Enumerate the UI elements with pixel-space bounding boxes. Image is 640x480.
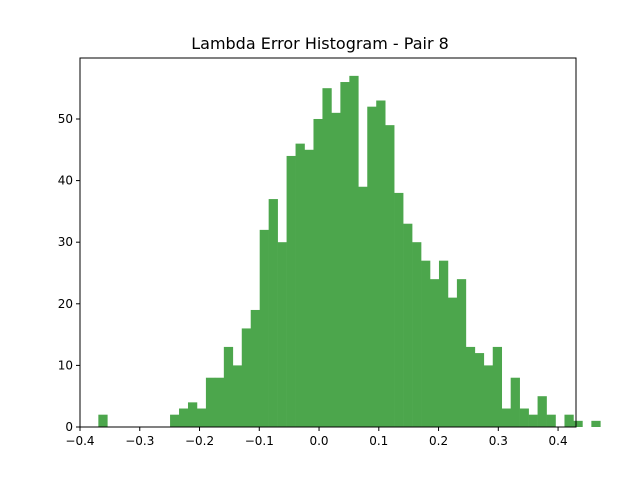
histogram-bar	[98, 414, 108, 427]
x-tick-label: −0.4	[65, 434, 94, 448]
histogram-bar	[438, 260, 449, 427]
histogram-bar	[295, 143, 305, 427]
histogram-bar	[483, 365, 494, 427]
histogram-bar	[528, 414, 538, 427]
histogram-bar	[421, 260, 431, 427]
histogram-bar	[170, 414, 180, 427]
histogram-bar	[412, 242, 422, 427]
histogram-bar	[546, 414, 556, 427]
x-tick-label: 0.4	[549, 434, 568, 448]
y-tick-label: 20	[58, 297, 73, 311]
histogram-bar	[501, 408, 511, 427]
histogram-bar	[403, 223, 413, 427]
histogram-bar	[376, 100, 386, 427]
bars-group	[98, 75, 601, 428]
histogram-bar	[349, 75, 359, 427]
y-tick-label: 50	[58, 112, 73, 126]
histogram-bar	[394, 192, 404, 427]
histogram-bar	[268, 199, 278, 427]
histogram-bar	[304, 149, 314, 428]
y-tick-label: 10	[58, 358, 73, 372]
histogram-bar	[591, 420, 601, 427]
histogram-bar	[367, 106, 377, 427]
histogram-bar	[286, 155, 296, 427]
histogram-bar	[385, 125, 395, 427]
histogram-bar	[322, 88, 332, 428]
histogram-bar	[456, 279, 467, 427]
x-tick-label: −0.1	[245, 434, 274, 448]
x-tick-label: −0.3	[125, 434, 154, 448]
x-tick-label: 0.0	[309, 434, 328, 448]
y-tick-label: 30	[58, 235, 73, 249]
chart-title: Lambda Error Histogram - Pair 8	[191, 34, 449, 53]
histogram-bar	[340, 82, 350, 428]
y-tick-label: 0	[65, 420, 73, 434]
histogram-bar	[474, 353, 485, 427]
histogram-bar	[179, 408, 189, 427]
histogram-bar	[447, 297, 458, 427]
x-tick-label: 0.2	[429, 434, 448, 448]
x-tick-label: 0.1	[369, 434, 388, 448]
x-axis-ticks: −0.4 −0.3 −0.2 −0.1 0.0 0.1 0.2 0.3 0.4	[65, 427, 568, 448]
histogram-bar	[277, 242, 287, 427]
histogram-bar	[214, 377, 225, 427]
histogram-bar	[465, 346, 476, 427]
plot-frame	[79, 57, 577, 428]
histogram-bar	[313, 118, 323, 428]
histogram-bar	[259, 229, 269, 427]
x-tick-label: 0.3	[489, 434, 508, 448]
histogram-bar	[573, 420, 583, 427]
y-tick-label: 40	[58, 174, 73, 188]
histogram-bar	[519, 408, 529, 427]
histogram-bar	[223, 346, 234, 427]
histogram-bar	[564, 414, 574, 427]
x-tick-label: −0.2	[185, 434, 214, 448]
histogram-bar	[187, 402, 198, 427]
histogram-bar	[537, 396, 547, 427]
histogram-bar	[205, 377, 216, 427]
histogram-bar	[196, 408, 207, 427]
histogram-bar	[358, 186, 368, 427]
y-axis-ticks: 0 10 20 30 40 50	[58, 112, 80, 434]
histogram-bar	[510, 377, 520, 427]
histogram-bar	[250, 309, 260, 427]
histogram-bar	[241, 328, 252, 427]
histogram-bar	[232, 365, 243, 427]
histogram-bar	[492, 346, 503, 427]
histogram-bar	[430, 279, 440, 427]
histogram-bar	[331, 112, 341, 427]
